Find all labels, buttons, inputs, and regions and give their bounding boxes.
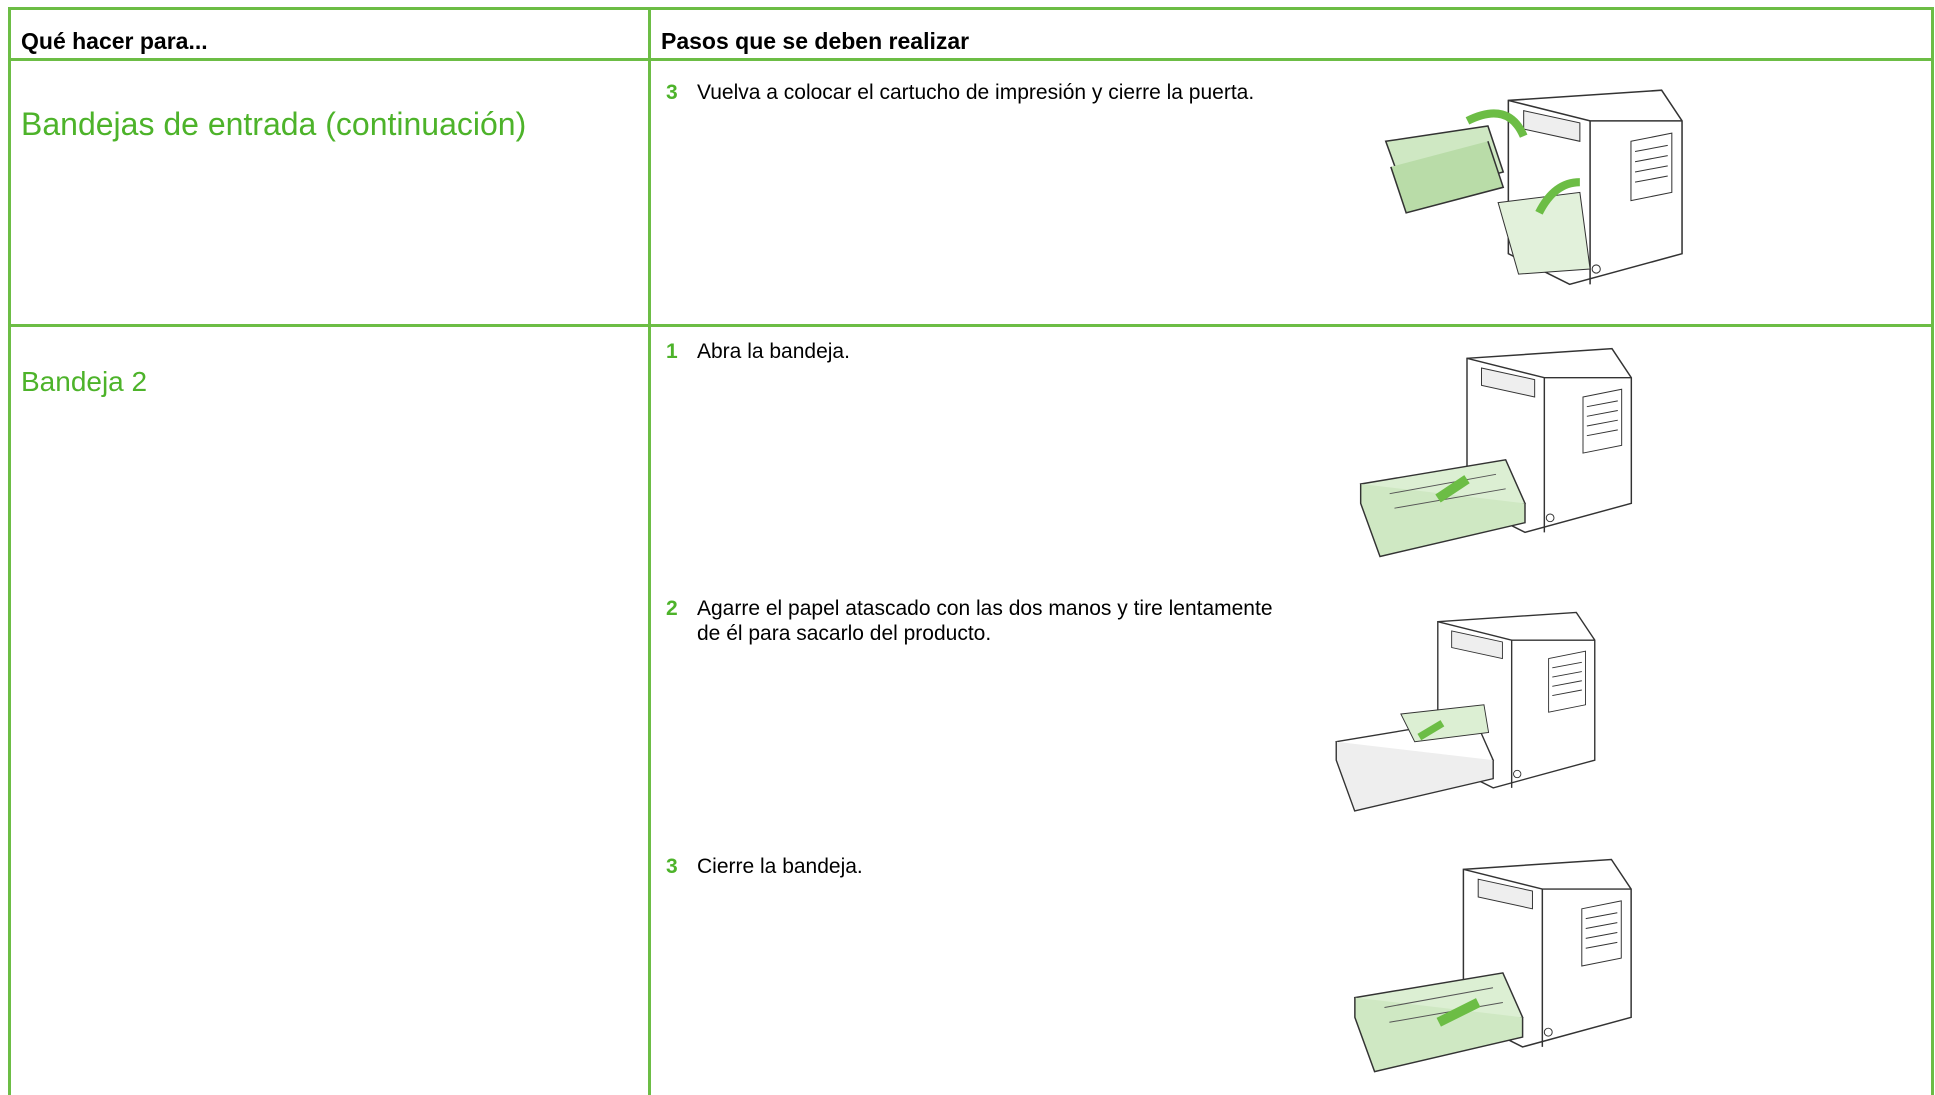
header-cell: Pasos que se deben realizar bbox=[661, 28, 970, 54]
table-border bbox=[10, 324, 1934, 327]
step-text: Abra la bandeja. bbox=[697, 340, 850, 363]
step-text: Cierre la bandeja. bbox=[697, 855, 863, 878]
step-text: Vuelva a colocar el cartucho de impresió… bbox=[697, 81, 1255, 104]
printer-illustration bbox=[1384, 89, 1683, 286]
step-number: 3 bbox=[666, 855, 678, 878]
printer-illustration bbox=[1335, 611, 1596, 812]
step-number: 3 bbox=[666, 81, 678, 104]
step-number: 2 bbox=[666, 597, 678, 620]
row-label: Bandejas de entrada (continuación) bbox=[21, 106, 527, 142]
table-border bbox=[8, 7, 11, 1095]
table-border bbox=[648, 7, 651, 1095]
printer-illustration bbox=[1354, 858, 1632, 1073]
table-border bbox=[10, 58, 1934, 61]
step-text: Agarre el papel atascado con las dos man… bbox=[697, 597, 1273, 645]
row-label: Bandeja 2 bbox=[21, 366, 148, 397]
header-cell: Qué hacer para... bbox=[21, 28, 208, 54]
printer-illustration bbox=[1359, 347, 1633, 558]
table-border bbox=[10, 7, 1934, 10]
step-number: 1 bbox=[666, 340, 678, 363]
table-border bbox=[1931, 7, 1934, 1095]
